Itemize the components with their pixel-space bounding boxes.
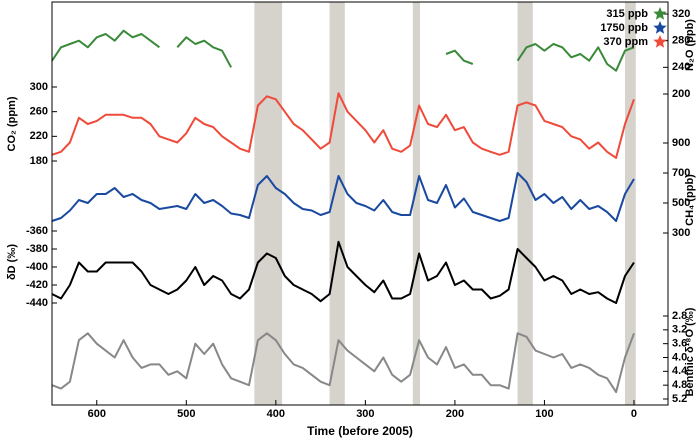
y-tick-label: 300 (672, 227, 690, 239)
y-tick-label: 200 (672, 88, 690, 100)
x-tick-label: 0 (631, 408, 637, 420)
legend-star (653, 35, 667, 48)
y-axis-label: CH₄ (ppb) (684, 174, 696, 226)
y-tick-label: -360 (26, 225, 48, 237)
y-tick-label: 280 (672, 35, 690, 47)
x-axis-label: Time (before 2005) (307, 424, 413, 438)
series-line (516, 43, 635, 72)
y-tick-label: 3.2 (672, 324, 687, 336)
y-tick-label: 4.4 (672, 365, 688, 377)
y-tick-label: 220 (30, 130, 48, 142)
y-tick-label: 260 (30, 106, 48, 118)
legend-star (653, 7, 667, 20)
y-tick-label: 900 (672, 137, 690, 149)
series-line (445, 49, 474, 65)
y-tick-label: 5.2 (672, 393, 687, 405)
y-tick-label: 3.6 (672, 338, 687, 350)
y-tick-label: 240 (672, 61, 690, 73)
y-axis-label: δD (‰) (6, 244, 18, 280)
x-tick-label: 500 (177, 408, 195, 420)
y-tick-label: -440 (26, 297, 48, 309)
series-line (51, 240, 635, 304)
y-tick-label: 700 (672, 167, 690, 179)
series-line (51, 92, 635, 159)
shaded-span (254, 2, 283, 405)
y-tick-label: 300 (30, 81, 48, 93)
y-axis-label: N₂O (ppb) (684, 19, 696, 71)
y-tick-label: -420 (26, 279, 48, 291)
legend-label: 315 ppb (606, 8, 648, 20)
shaded-span (412, 2, 420, 405)
shaded-span (625, 2, 636, 405)
series-line (51, 172, 635, 222)
y-tick-label: -400 (26, 261, 48, 273)
y-tick-label: 500 (672, 197, 690, 209)
y-tick-label: 2.8 (672, 310, 687, 322)
y-tick-label: 180 (30, 155, 48, 167)
x-tick-label: 300 (356, 408, 374, 420)
legend-label: 370 ppm (603, 36, 648, 48)
y-axis-label: CO₂ (ppm) (6, 96, 18, 151)
legend-star (653, 21, 667, 34)
x-tick-label: 200 (446, 408, 464, 420)
legend-label: 1750 ppb (600, 22, 648, 34)
series-line (176, 36, 232, 68)
y-tick-label: -380 (26, 243, 48, 255)
x-tick-label: 100 (535, 408, 553, 420)
y-tick-label: 4.8 (672, 379, 687, 391)
x-tick-label: 600 (88, 408, 106, 420)
x-tick-label: 400 (267, 408, 285, 420)
series-line (51, 332, 635, 394)
plot-frame (51, 1, 669, 406)
shaded-span (329, 2, 345, 405)
y-tick-label: 4.0 (672, 351, 687, 363)
y-axis-label: Benthic δ¹⁸O (‰) (684, 307, 696, 396)
series-line (51, 29, 160, 62)
y-tick-label: 320 (672, 8, 690, 20)
